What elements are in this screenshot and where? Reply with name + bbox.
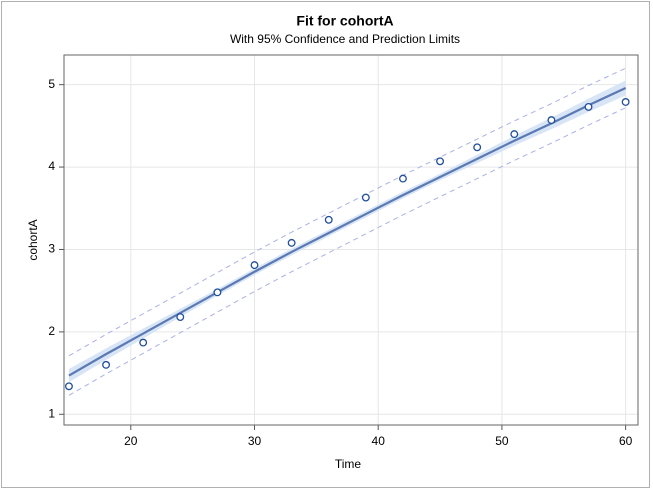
- confidence-band: [68, 80, 626, 383]
- fit-line: [68, 86, 627, 377]
- prediction-limit-upper: [68, 67, 626, 357]
- data-point: [399, 174, 407, 183]
- data-point: [510, 130, 519, 139]
- data-point: [250, 261, 259, 270]
- y-tick-label: 1: [48, 406, 55, 420]
- data-point: [473, 143, 482, 152]
- x-tick-label: 40: [372, 434, 386, 448]
- chart-title: Fit for cohortA: [296, 13, 393, 29]
- data-point: [621, 98, 630, 106]
- data-point: [213, 288, 222, 297]
- data-point: [361, 193, 370, 202]
- data-point: [64, 382, 73, 391]
- data-point: [139, 338, 148, 347]
- data-point: [176, 313, 185, 321]
- prediction-limit-lower: [68, 107, 626, 396]
- y-axis-label: cohortA: [26, 219, 40, 260]
- data-point: [584, 102, 593, 111]
- data-point: [547, 116, 556, 125]
- plot-frame: [63, 54, 639, 426]
- y-tick-label: 4: [48, 159, 55, 173]
- x-tick-label: 50: [495, 434, 509, 448]
- x-tick-label: 30: [248, 434, 262, 448]
- y-tick-label: 5: [48, 77, 55, 91]
- x-tick-label: 20: [124, 434, 138, 448]
- data-point: [324, 215, 333, 224]
- data-point: [287, 238, 296, 247]
- x-tick-label: 60: [619, 434, 633, 448]
- y-tick-label: 3: [48, 242, 55, 256]
- y-tick-label: 2: [48, 324, 55, 338]
- x-axis-label: Time: [335, 457, 362, 471]
- data-point: [102, 360, 111, 369]
- data-point: [436, 157, 445, 166]
- chart-subtitle: With 95% Confidence and Prediction Limit…: [230, 32, 460, 46]
- plot-area: [64, 55, 638, 425]
